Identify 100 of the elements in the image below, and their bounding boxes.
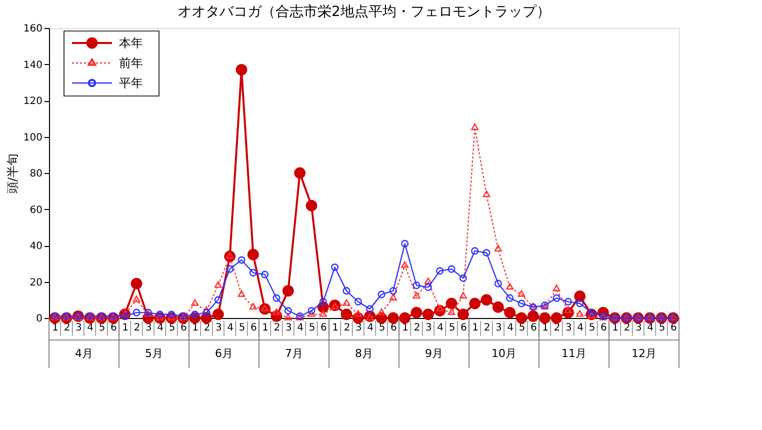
x-tick-label: 2: [274, 322, 280, 334]
point: [436, 267, 444, 275]
x-tick-label: 6: [390, 322, 397, 334]
x-tick-label: 5: [308, 322, 316, 334]
legend-label: 前年: [119, 56, 143, 70]
point: [387, 312, 399, 324]
point: [378, 290, 386, 298]
x-tick-label: 4: [437, 322, 444, 334]
legend-label: 本年: [119, 36, 143, 50]
point: [506, 294, 514, 302]
x-tick-label: 1: [472, 322, 479, 334]
text: 10月: [492, 347, 516, 360]
x-tick-label: 4: [577, 322, 584, 334]
y-tick-label: 60: [30, 204, 42, 216]
point: [226, 265, 234, 273]
point: [401, 261, 409, 268]
text: 5月: [145, 347, 163, 360]
point: [446, 298, 458, 310]
point: [424, 278, 432, 284]
x-tick-label: 1: [612, 322, 619, 334]
point: [482, 248, 490, 257]
point: [308, 310, 316, 317]
text: 4月: [75, 347, 93, 360]
point: [518, 300, 526, 308]
y-tick-label: 80: [30, 168, 42, 180]
x-tick-label: 3: [495, 322, 502, 334]
point: [422, 308, 434, 320]
point: [564, 298, 572, 306]
y-tick-label: 0: [36, 314, 42, 324]
y-tick-label: 120: [23, 96, 42, 107]
x-tick-label: 6: [320, 322, 327, 334]
point: [459, 274, 467, 282]
y-tick-label: 20: [30, 277, 42, 288]
point: [459, 292, 467, 299]
point: [574, 290, 586, 302]
x-tick-label: 4: [227, 322, 234, 334]
point: [214, 296, 222, 304]
point: [378, 308, 386, 315]
x-tick-label: 4: [157, 322, 164, 334]
point: [506, 282, 514, 290]
point: [202, 308, 210, 316]
y-axis-title: 頭/半旬: [5, 153, 20, 194]
point: [212, 308, 224, 320]
x-tick-label: 3: [215, 322, 222, 334]
point: [471, 247, 479, 255]
x-tick-label: 1: [52, 322, 59, 334]
x-tick-label: 4: [87, 322, 94, 334]
x-tick-label: 6: [110, 322, 117, 334]
x-tick-label: 5: [518, 322, 526, 334]
point: [331, 263, 339, 272]
x-tick-label: 2: [344, 322, 350, 334]
x-tick-label: 5: [588, 322, 596, 334]
y-tick-label: 100: [23, 132, 42, 144]
point: [354, 298, 362, 306]
y-tick-label: 40: [30, 241, 42, 252]
point: [272, 308, 280, 315]
text: 11月: [562, 347, 586, 360]
y-tick-label: 140: [23, 60, 42, 71]
point: [576, 300, 584, 308]
point: [249, 302, 257, 310]
point: [448, 265, 456, 273]
x-tick-label: 6: [250, 322, 257, 334]
x-tick-label: 5: [98, 322, 106, 334]
point: [492, 301, 504, 313]
text: 7月: [285, 347, 303, 360]
x-tick-label: 3: [75, 322, 82, 334]
x-tick-label: 3: [565, 322, 572, 334]
x-tick-label: 3: [425, 322, 432, 334]
point: [238, 290, 246, 297]
x-tick-label: 1: [402, 322, 409, 334]
x-tick-label: 1: [332, 322, 339, 334]
point: [399, 312, 411, 324]
point: [469, 298, 481, 310]
x-tick-label: 2: [414, 322, 420, 334]
point: [401, 240, 409, 248]
point: [306, 200, 318, 212]
point: [480, 294, 492, 306]
point: [342, 299, 350, 306]
point: [389, 287, 397, 295]
point: [342, 287, 350, 295]
point: [282, 285, 294, 296]
point: [272, 294, 280, 302]
x-tick-label: 4: [647, 322, 654, 334]
x-tick-label: 2: [484, 322, 490, 334]
x-tick-label: 5: [658, 322, 666, 334]
point: [539, 312, 551, 324]
text: 9月: [425, 347, 443, 360]
point: [576, 310, 584, 317]
point: [130, 278, 142, 290]
point: [412, 282, 420, 290]
x-tick-label: 1: [122, 322, 129, 334]
point: [516, 312, 528, 324]
x-tick-label: 6: [530, 322, 537, 334]
point: [552, 284, 560, 292]
point: [236, 64, 248, 76]
point: [284, 306, 292, 315]
point: [527, 310, 539, 322]
x-tick-label: 6: [180, 322, 187, 334]
x-tick-label: 1: [192, 322, 199, 334]
x-tick-label: 6: [600, 322, 607, 334]
